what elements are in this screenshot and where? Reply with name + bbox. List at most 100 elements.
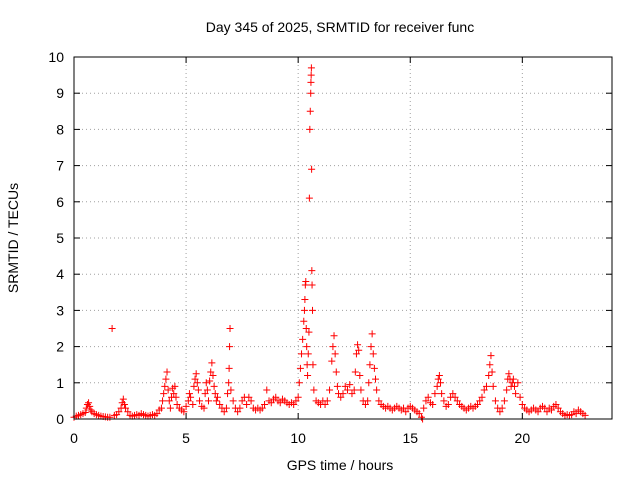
data-point (213, 393, 221, 401)
data-point (153, 410, 161, 418)
data-point (366, 361, 374, 369)
data-point (512, 390, 520, 398)
data-point (581, 411, 589, 419)
data-point (449, 390, 457, 398)
data-point (302, 325, 310, 332)
data-point (120, 401, 128, 409)
data-point (370, 364, 378, 372)
data-point (332, 368, 340, 376)
data-point (185, 390, 193, 398)
data-point (205, 397, 212, 405)
data-point (164, 386, 172, 394)
y-tick-label: 2 (56, 339, 64, 355)
data-point (295, 379, 303, 387)
data-point (225, 364, 233, 372)
data-point (368, 330, 376, 338)
y-tick-label: 1 (56, 375, 64, 391)
data-point (307, 64, 315, 72)
data-point (304, 350, 312, 358)
data-point (108, 325, 116, 332)
x-tick-label: 15 (402, 430, 418, 446)
data-point (162, 375, 170, 383)
data-point (431, 390, 439, 398)
data-point (229, 397, 237, 405)
data-point (505, 370, 513, 378)
data-point (203, 386, 211, 394)
data-point (191, 375, 199, 383)
data-point (300, 317, 308, 325)
data-point (160, 390, 168, 398)
data-point (500, 397, 508, 405)
data-point (415, 410, 423, 418)
data-point (364, 397, 372, 405)
data-point (190, 382, 198, 390)
data-point (211, 390, 219, 398)
grid (74, 57, 612, 419)
data-point (300, 306, 308, 314)
data-point (438, 390, 446, 398)
data-point (356, 372, 364, 380)
data-point (543, 408, 551, 416)
data-point (243, 401, 251, 409)
data-point (351, 368, 359, 376)
data-point (509, 375, 517, 383)
data-point (365, 379, 373, 387)
data-point (166, 404, 174, 412)
data-point (159, 397, 167, 405)
data-point (440, 397, 448, 405)
data-point (330, 332, 338, 340)
data-point (208, 359, 216, 367)
data-point (306, 125, 314, 133)
data-point (184, 397, 192, 405)
data-point (227, 386, 235, 394)
data-point (429, 401, 437, 409)
data-point (417, 413, 425, 421)
data-point (554, 404, 562, 412)
y-tick-labels: 0 1 2 3 4 5 6 7 8 9 10 (48, 49, 64, 427)
y-tick-label: 6 (56, 194, 64, 210)
data-point (238, 397, 246, 405)
data-point (516, 393, 524, 401)
data-point (433, 382, 441, 390)
data-point (306, 107, 314, 115)
data-point (258, 404, 266, 412)
data-point (326, 386, 334, 394)
y-tick-label: 0 (56, 411, 64, 427)
data-point (420, 404, 428, 412)
data-point (263, 386, 271, 394)
data-point (173, 401, 181, 409)
data-point (267, 399, 275, 407)
data-point (435, 372, 443, 380)
data-point (225, 379, 233, 387)
data-point (161, 382, 169, 390)
data-point (482, 382, 490, 390)
data-point (220, 408, 228, 416)
data-point (491, 397, 499, 405)
x-tick-label: 0 (70, 430, 78, 446)
data-point (201, 390, 209, 398)
data-point (182, 402, 190, 410)
data-point (310, 386, 318, 394)
data-point (444, 401, 452, 409)
data-point (234, 408, 242, 416)
data-point (321, 401, 329, 409)
data-point (375, 397, 383, 405)
data-point (489, 382, 497, 390)
y-tick-label: 9 (56, 85, 64, 101)
y-tick-label: 7 (56, 158, 64, 174)
data-point (367, 343, 375, 351)
data-point (424, 393, 432, 401)
data-point (245, 393, 253, 401)
data-point (308, 267, 316, 275)
data-point (305, 194, 313, 202)
data-point (329, 343, 337, 351)
data-point (82, 404, 90, 412)
data-point (119, 395, 127, 403)
data-point (355, 346, 363, 354)
data-point (290, 401, 298, 409)
y-tick-label: 5 (56, 230, 64, 246)
data-point (85, 399, 93, 407)
data-point (437, 379, 445, 387)
data-point (302, 277, 310, 285)
data-point (209, 372, 217, 380)
